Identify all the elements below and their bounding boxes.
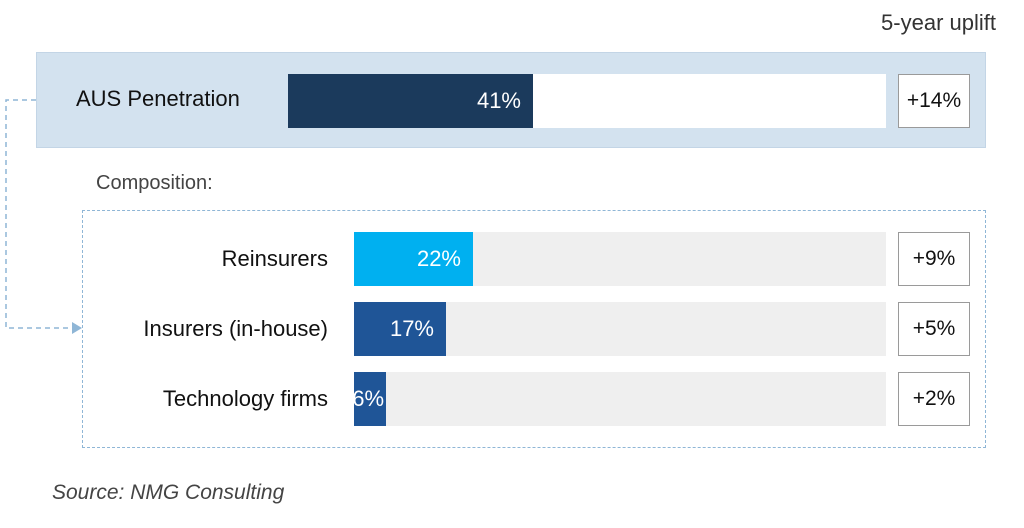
bar-track: 6% [352, 372, 886, 426]
main-bar-track: 41% [288, 74, 886, 128]
bar-value-label: 22% [416, 246, 461, 271]
main-uplift-box: +14% [898, 74, 970, 128]
bar-track: 22% [354, 232, 886, 286]
main-uplift-value: +14% [906, 89, 962, 112]
uplift-value: +9% [912, 247, 956, 270]
uplift-value: +5% [912, 317, 956, 340]
uplift-header: 5-year uplift [881, 10, 996, 35]
bar: 22% [354, 232, 473, 286]
category-label: Technology firms [162, 386, 328, 411]
category-label: Insurers (in-house) [143, 316, 328, 341]
main-bar-value-label: 41% [476, 88, 521, 113]
bar-value-label: 17% [389, 316, 434, 341]
uplift-box: +2% [898, 372, 970, 426]
bar-track: 17% [354, 302, 886, 356]
bar: 17% [354, 302, 446, 356]
composition-panel [82, 210, 986, 448]
uplift-value: +2% [912, 387, 956, 410]
main-bar: 41% [288, 74, 533, 128]
connector-arrowhead [72, 322, 82, 334]
bar: 6% [352, 372, 386, 426]
category-label: Reinsurers [221, 246, 328, 271]
composition-title: Composition: [96, 172, 213, 194]
bar-value-label: 6% [352, 386, 384, 411]
uplift-box: +9% [898, 232, 970, 286]
main-label: AUS Penetration [76, 86, 240, 111]
uplift-box: +5% [898, 302, 970, 356]
source-note: Source: NMG Consulting [52, 481, 285, 504]
